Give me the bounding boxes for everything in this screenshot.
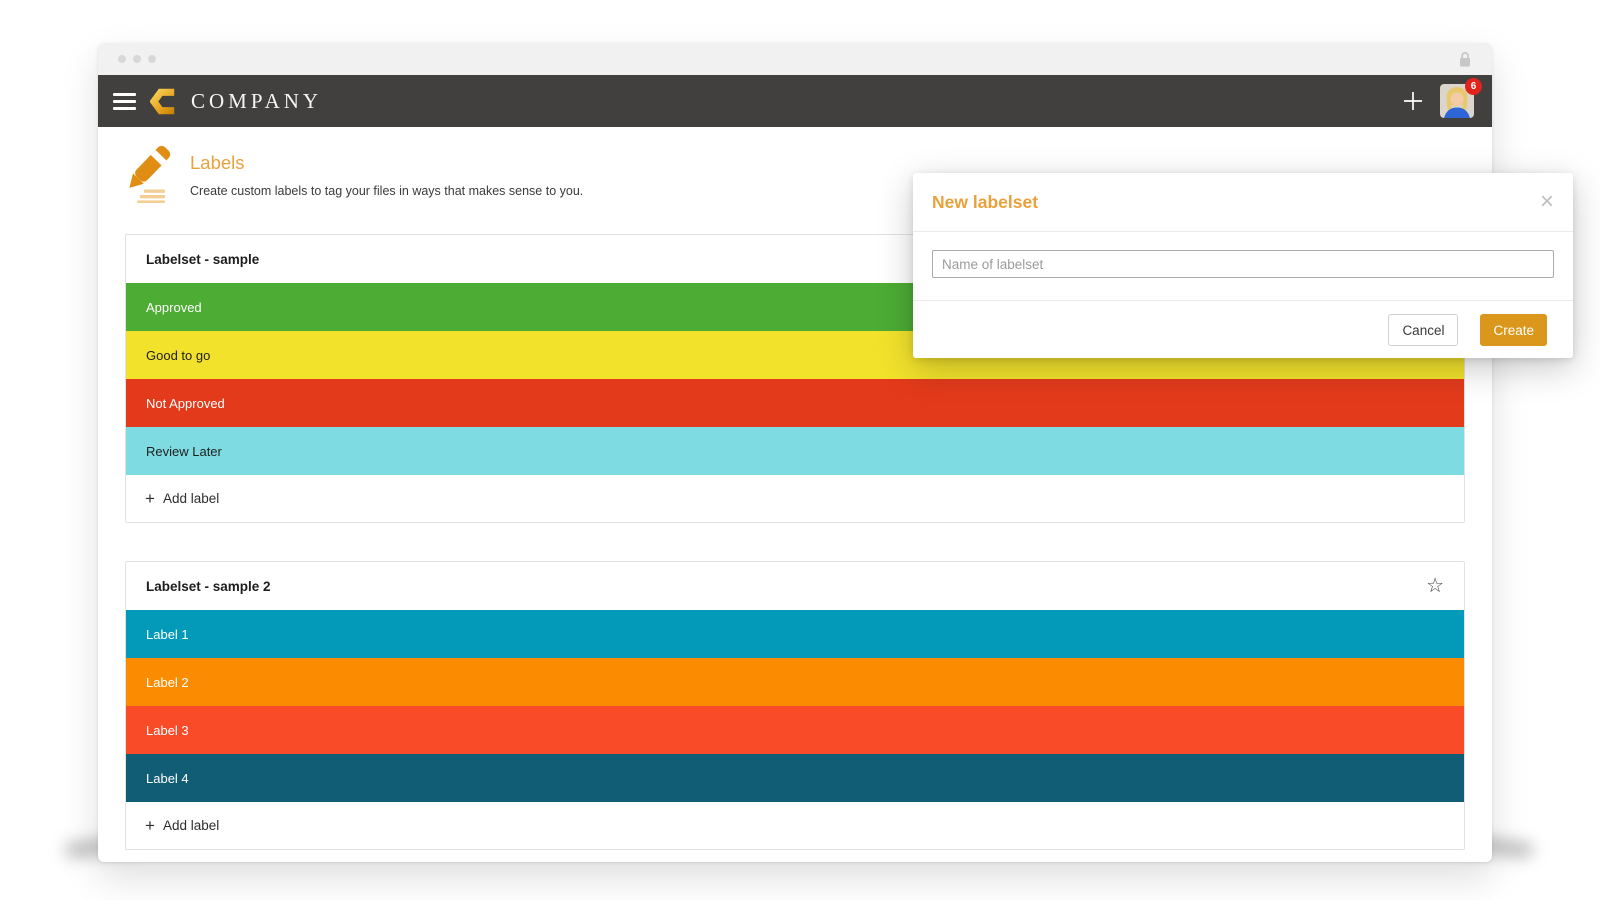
window-dot: [133, 55, 141, 63]
modal-title: New labelset: [932, 191, 1039, 212]
modal-footer: Cancel Create: [913, 300, 1573, 358]
modal-header: New labelset ×: [913, 173, 1573, 232]
label-row[interactable]: Review Later: [126, 427, 1464, 475]
label-row[interactable]: Label 1: [126, 610, 1464, 658]
label-row[interactable]: Label 2: [126, 658, 1464, 706]
label-text: Label 1: [146, 626, 189, 642]
page-content: Labels Create custom labels to tag your …: [98, 127, 1492, 850]
labelset-name-input[interactable]: [932, 250, 1554, 278]
add-label-text: Add label: [162, 818, 220, 833]
add-label-text: Add label: [162, 491, 220, 506]
window-control-dots: [118, 55, 156, 63]
labelset-name: Labelset - sample: [146, 251, 260, 267]
page-header: Labels Create custom labels to tag your …: [125, 145, 1465, 203]
browser-chrome: [98, 43, 1492, 75]
menu-icon[interactable]: [113, 92, 136, 110]
window-dot: [118, 55, 126, 63]
company-logo-icon: [150, 86, 181, 117]
cancel-button[interactable]: Cancel: [1388, 314, 1459, 346]
user-avatar[interactable]: 6: [1440, 78, 1482, 118]
star-icon[interactable]: ☆: [1426, 575, 1444, 597]
label-text: Label 2: [146, 674, 189, 690]
label-text: Not Approved: [146, 395, 225, 411]
pencil-icon: [129, 145, 171, 203]
label-text: Review Later: [146, 443, 222, 459]
plus-icon: +: [145, 488, 155, 508]
label-row[interactable]: Label 3: [126, 706, 1464, 754]
add-label-button[interactable]: + Add label: [126, 475, 1464, 522]
company-name: COMPANY: [191, 88, 323, 113]
label-text: Label 3: [146, 722, 189, 738]
new-labelset-modal: New labelset × Cancel Create: [913, 173, 1573, 358]
modal-body: [913, 232, 1573, 300]
add-label-button[interactable]: + Add label: [126, 802, 1464, 849]
window-dot: [148, 55, 156, 63]
create-button[interactable]: Create: [1480, 314, 1547, 346]
lock-icon: [1460, 52, 1470, 67]
label-row[interactable]: Label 4: [126, 754, 1464, 802]
close-icon[interactable]: ×: [1539, 188, 1554, 215]
labelset-card: Labelset - sample 2 ☆ Label 1 Label 2 La…: [125, 561, 1465, 850]
label-text: Good to go: [146, 347, 211, 363]
plus-icon: +: [145, 815, 155, 835]
notification-badge: 6: [1465, 78, 1482, 95]
labelset-header: Labelset - sample: [126, 235, 1464, 283]
page-title: Labels: [190, 152, 245, 173]
page-subtitle: Create custom labels to tag your files i…: [190, 184, 584, 198]
label-text: Label 4: [146, 770, 189, 786]
label-row[interactable]: Not Approved: [126, 379, 1464, 427]
labelset-name: Labelset - sample 2: [146, 578, 271, 594]
browser-window: COMPANY 6: [98, 43, 1492, 862]
label-text: Approved: [146, 299, 202, 315]
add-icon[interactable]: [1401, 89, 1425, 113]
app-header: COMPANY 6: [98, 75, 1492, 127]
labelset-header: Labelset - sample 2 ☆: [126, 562, 1464, 610]
avatar-image: [1440, 84, 1474, 118]
